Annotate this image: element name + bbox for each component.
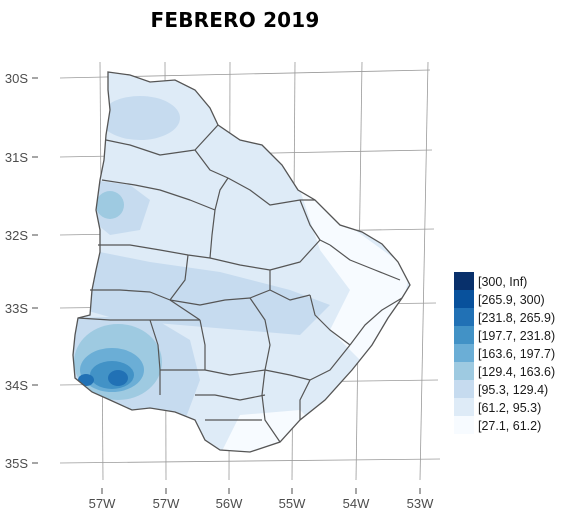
lon-label-54w: 54W <box>343 496 370 511</box>
lat-label-32s: 32S <box>5 228 28 243</box>
legend-swatch-7 <box>454 398 474 416</box>
border-rivera-tacuarembo <box>227 177 315 206</box>
longitude-labels: 57W 57W 56W 55W 54W 53W <box>89 496 434 511</box>
border-paysandu-tacuarembo <box>209 209 216 259</box>
border-rionegro-soriano <box>90 289 171 301</box>
legend-label-4: [163.6, 197.7) <box>478 347 555 361</box>
border-tacuarembo-cerrolargo <box>299 199 331 246</box>
border-maldonado-rocha <box>299 379 311 420</box>
grid-meridian-53w <box>419 61 429 481</box>
legend-swatch-4 <box>454 344 474 362</box>
latitude-labels: 30S 31S 32S 33S 34S 35S <box>5 71 28 471</box>
legend-label-5: [129.4, 163.6) <box>478 365 555 379</box>
border-rionegro-durazno <box>169 254 189 301</box>
department-borders <box>77 124 403 443</box>
border-canelones-maldonado <box>261 369 281 443</box>
legend-label-7: [61.2, 95.3) <box>478 401 541 415</box>
legend-swatch-0 <box>454 272 474 290</box>
legend: [300, Inf) [265.9, 300) [231.8, 265.9) [… <box>454 272 555 434</box>
border-colonia-sanjose <box>149 319 161 395</box>
border-cerrolargo-treintaytres <box>329 244 401 281</box>
border-paysandu-rionegro <box>98 244 211 259</box>
border-sanjose-florida <box>160 369 266 376</box>
legend-label-1: [265.9, 300) <box>478 293 545 307</box>
legend-label-6: [95.3, 129.4) <box>478 383 548 397</box>
country-outline <box>72 71 411 453</box>
border-durazno-treintaytres <box>269 270 311 301</box>
lat-label-35s: 35S <box>5 456 28 471</box>
lon-label-55w: 55W <box>279 496 306 511</box>
border-florida-lavalleja <box>249 297 271 371</box>
northwest-mid-field <box>96 191 124 219</box>
border-soriano-colonia <box>77 317 200 321</box>
lat-label-30s: 30S <box>5 71 28 86</box>
precipitation-fields <box>73 72 410 452</box>
legend-swatch-6 <box>454 380 474 398</box>
border-flores-florida <box>199 319 206 370</box>
lon-label-57w-b: 57W <box>153 496 180 511</box>
legend-swatch-8 <box>454 416 474 434</box>
legend-label-8: [27.1, 61.2) <box>478 419 541 433</box>
border-soriano-flores <box>169 299 201 321</box>
legend-swatch-1 <box>454 290 474 308</box>
lat-label-34s: 34S <box>5 378 28 393</box>
grid-parallel-35s <box>59 458 441 464</box>
southwest-peak-field <box>108 370 128 386</box>
legend-swatch-2 <box>454 308 474 326</box>
map-title: FEBRERO 2019 <box>150 8 320 32</box>
border-canelones-north <box>195 394 266 401</box>
border-artigas-salto <box>105 124 219 156</box>
lat-label-31s: 31S <box>5 150 28 165</box>
border-artigas-rivera <box>194 149 229 179</box>
north-field <box>100 96 180 140</box>
legend-swatch-5 <box>454 362 474 380</box>
border-salto-paysandu <box>101 179 216 211</box>
longitude-ticks <box>101 488 421 494</box>
legend-label-3: [197.7, 231.8) <box>478 329 555 343</box>
lon-label-56w: 56W <box>216 496 243 511</box>
border-treintaytres-lavalleja <box>309 294 351 346</box>
border-durazno-flores <box>169 289 271 306</box>
lon-label-57w-a: 57W <box>89 496 116 511</box>
west-band-field <box>85 250 330 335</box>
border-treintaytres-rocha <box>349 297 403 346</box>
low-east-field <box>300 190 410 360</box>
coast-peak-field <box>78 374 94 386</box>
legend-swatch-3 <box>454 326 474 344</box>
lat-label-33s: 33S <box>5 301 28 316</box>
lon-label-53w: 53W <box>407 496 434 511</box>
legend-label-0: [300, Inf) <box>478 275 527 289</box>
latitude-ticks <box>32 77 38 464</box>
legend-label-2: [231.8, 265.9) <box>478 311 555 325</box>
border-salto-tacuarembo <box>214 177 229 211</box>
